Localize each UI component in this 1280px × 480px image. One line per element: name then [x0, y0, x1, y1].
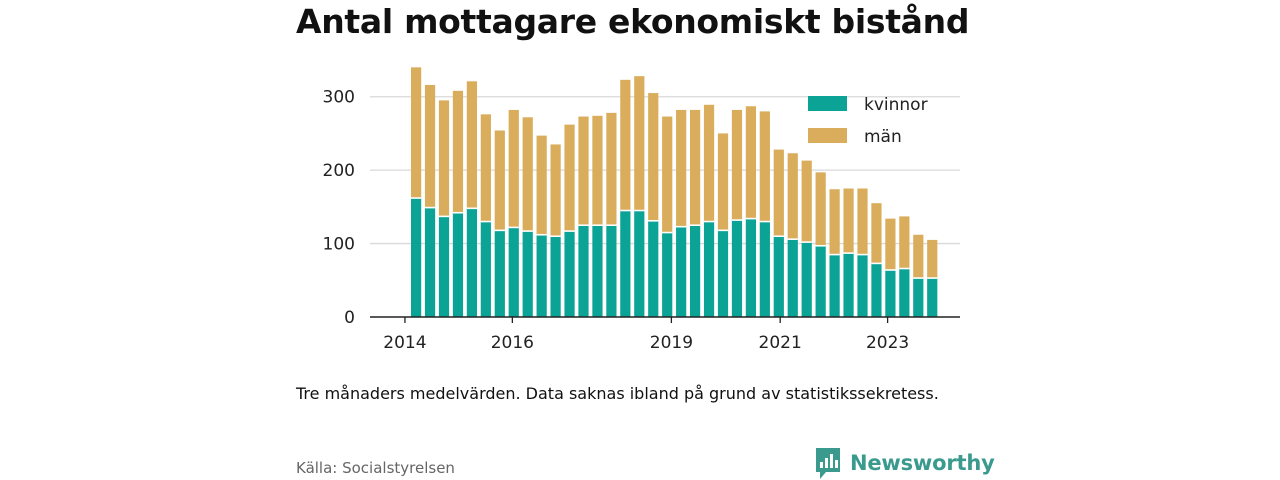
x-tick-label: 2021 [759, 333, 802, 353]
bar-man [899, 216, 910, 269]
bar-kvinnor [452, 212, 464, 317]
newsworthy-brand[interactable]: Newsworthy [814, 446, 995, 480]
bar-kvinnor [787, 239, 798, 317]
bar-man [508, 109, 519, 228]
bar-man [690, 109, 701, 226]
bar-kvinnor [411, 198, 422, 317]
bar-kvinnor [438, 216, 450, 317]
bar-kvinnor [773, 236, 784, 317]
bar-kvinnor [899, 268, 910, 317]
bar-man [885, 218, 896, 271]
bar-man [759, 111, 770, 222]
bar-man [494, 130, 505, 231]
bar-kvinnor [731, 220, 743, 317]
bar-kvinnor [550, 236, 561, 317]
axis-layer: 0 100 200 300 2014 2016 2019 2021 2023 [323, 88, 960, 353]
bar-man [452, 90, 464, 213]
bar-man [648, 93, 659, 221]
bar-kvinnor [913, 278, 924, 317]
bar-man [634, 76, 645, 211]
bar-kvinnor [564, 231, 575, 317]
bar-kvinnor [578, 225, 589, 317]
bar-kvinnor [815, 245, 826, 317]
bar-man [829, 189, 840, 255]
bar-man [731, 109, 743, 221]
bar-kvinnor [424, 207, 436, 317]
bar-man [536, 135, 547, 235]
bar-layer [411, 67, 938, 317]
legend-label-man: män [864, 127, 902, 147]
bar-man [717, 133, 729, 231]
bar-man [662, 116, 673, 233]
bar-man [480, 114, 491, 222]
bar-man [620, 79, 631, 211]
legend-swatch-kvinnor [808, 96, 847, 111]
x-tick-label: 2023 [866, 333, 909, 353]
bar-man [564, 124, 575, 232]
source-credit: Källa: Socialstyrelsen [296, 459, 455, 477]
bar-kvinnor [466, 208, 477, 317]
y-tick-label: 100 [323, 235, 355, 255]
stacked-bar-chart: 0 100 200 300 2014 2016 2019 2021 2023 kvinnor mä… [323, 67, 960, 353]
bar-kvinnor [606, 225, 617, 317]
bar-kvinnor [522, 231, 533, 317]
bar-man [676, 109, 687, 227]
y-tick-label: 200 [323, 161, 355, 181]
bar-kvinnor [592, 225, 603, 317]
bar-kvinnor [857, 254, 868, 317]
bar-man [773, 149, 784, 237]
bar-kvinnor [829, 254, 840, 317]
bar-man [871, 203, 882, 264]
bar-kvinnor [703, 221, 715, 317]
bar-man [745, 106, 756, 219]
bar-man [857, 188, 868, 255]
bar-kvinnor [801, 242, 812, 317]
bar-kvinnor [648, 220, 659, 317]
brand-name: Newsworthy [850, 451, 995, 475]
bar-kvinnor [745, 218, 756, 317]
bar-kvinnor [885, 270, 896, 317]
bar-kvinnor [843, 253, 854, 317]
x-tick-label: 2016 [491, 333, 534, 353]
bar-man [606, 112, 617, 226]
bar-kvinnor [536, 234, 547, 317]
bar-man [843, 188, 854, 254]
bar-man [578, 116, 589, 226]
bar-kvinnor [634, 210, 645, 317]
y-tick-label: 300 [323, 88, 355, 108]
bar-man [424, 84, 436, 208]
bar-man [815, 172, 826, 246]
bar-man [592, 115, 603, 226]
bar-man [550, 144, 561, 237]
bar-kvinnor [927, 278, 938, 317]
bar-kvinnor [759, 221, 770, 317]
bar-man [466, 81, 477, 209]
x-tick-label: 2014 [383, 333, 426, 353]
bar-man [913, 234, 924, 279]
bar-kvinnor [717, 230, 729, 317]
newsworthy-logo-icon [816, 448, 840, 479]
legend-swatch-man [808, 128, 847, 143]
bar-man [703, 104, 715, 222]
x-tick-label: 2019 [650, 333, 693, 353]
y-tick-label: 0 [344, 308, 355, 328]
bar-man [411, 67, 422, 199]
bar-kvinnor [871, 263, 882, 317]
bar-man [787, 153, 798, 240]
bar-kvinnor [676, 226, 687, 317]
bar-kvinnor [690, 225, 701, 317]
bar-kvinnor [480, 221, 491, 317]
bar-man [438, 100, 450, 217]
bar-man [927, 239, 938, 279]
bar-kvinnor [620, 210, 631, 317]
bar-man [801, 160, 812, 243]
legend: kvinnor män [808, 95, 928, 147]
chart-title: Antal mottagare ekonomiskt bistånd [296, 2, 970, 41]
bar-kvinnor [662, 232, 673, 317]
bar-man [522, 117, 533, 232]
chart-note: Tre månaders medelvärden. Data saknas ib… [296, 384, 939, 403]
legend-label-kvinnor: kvinnor [864, 95, 928, 115]
bar-kvinnor [508, 227, 519, 317]
bar-kvinnor [494, 230, 505, 317]
